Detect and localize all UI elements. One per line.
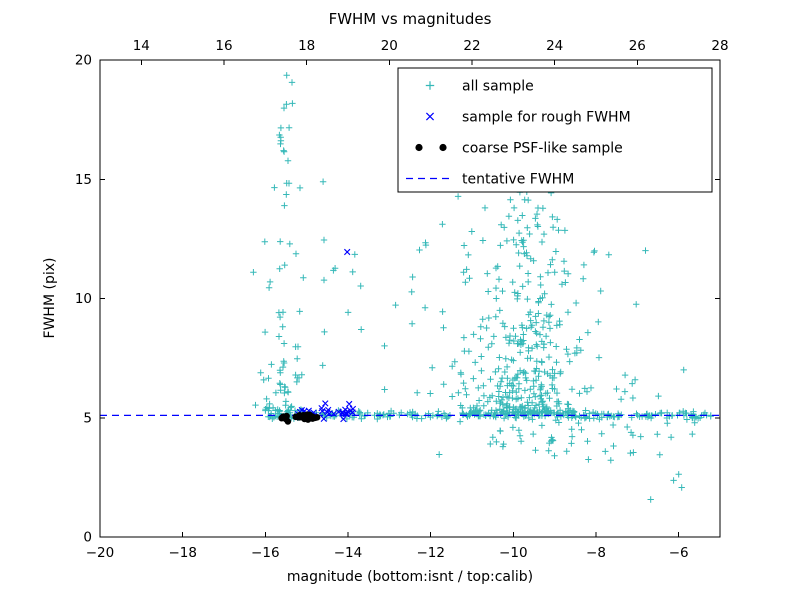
x-bottom-tick-label: −16 <box>251 545 280 561</box>
x-bottom-tick-label: −10 <box>499 545 528 561</box>
legend-dot-icon <box>415 143 423 152</box>
y-left-tick-label: 20 <box>75 53 92 69</box>
x-top-tick-label: 14 <box>133 38 150 54</box>
psf-sample-point <box>283 412 290 420</box>
x-bottom-tick-label: −20 <box>86 545 115 561</box>
y-left-tick-label: 15 <box>75 172 92 188</box>
legend-plus-marker-icon <box>425 81 435 90</box>
x-top-tick-label: 20 <box>381 38 398 54</box>
x-top-tick-label: 18 <box>298 38 315 54</box>
y-left-tick-label: 10 <box>75 291 92 307</box>
x-axis-label: magnitude (bottom:isnt / top:calib) <box>287 569 533 585</box>
psf-sample-point <box>306 411 314 419</box>
legend-dot-icon <box>439 143 447 152</box>
psf-sample-point <box>284 418 292 425</box>
chart-title: FWHM vs magnitudes <box>329 10 492 28</box>
y-left-tick-label: 0 <box>83 530 92 546</box>
series-layer <box>100 72 720 503</box>
y-axis-label: FWHM (pix) <box>42 258 58 339</box>
legend-box <box>397 67 713 193</box>
x-bottom-tick-label: −8 <box>586 545 606 561</box>
series-psf-like <box>278 411 321 425</box>
x-bottom-tick-label: −14 <box>334 545 363 561</box>
x-top-tick-label: 28 <box>711 38 728 54</box>
psf-sample-point <box>297 413 305 421</box>
y-left-tick-label: 5 <box>83 410 92 426</box>
x-bottom-tick-label: −18 <box>168 545 197 561</box>
x-top-tick-label: 26 <box>629 38 646 54</box>
psf-sample-point <box>311 414 319 422</box>
x-bottom-tick-label: −6 <box>669 545 689 561</box>
legend-label: tentative FWHM <box>462 172 574 188</box>
legend-label: all sample <box>462 79 534 95</box>
x-bottom-tick-label: −12 <box>416 545 445 561</box>
x-top-tick-label: 24 <box>546 38 563 54</box>
x-top-tick-label: 16 <box>215 38 232 54</box>
legend-x-marker-icon <box>425 112 435 121</box>
legend-label: sample for rough FWHM <box>462 110 631 126</box>
x-top-tick-label: 22 <box>463 38 480 54</box>
plot-area: −20 −18 −16 −14 −12 −10 −8 −6 14 16 18 20 22 24 26 28 0 5… <box>75 38 729 561</box>
legend-label: coarse PSF-like sample <box>462 141 623 157</box>
